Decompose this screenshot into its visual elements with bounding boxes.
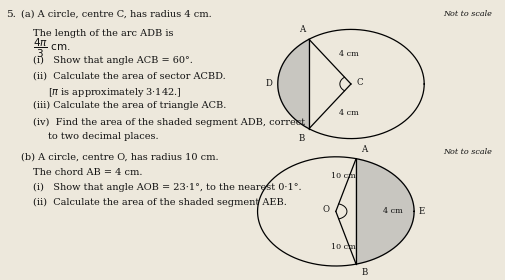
Polygon shape [356, 159, 414, 264]
Text: Not to scale: Not to scale [443, 148, 492, 157]
Text: (iii) Calculate the area of triangle ACB.: (iii) Calculate the area of triangle ACB… [33, 101, 226, 111]
Text: (ii)  Calculate the area of sector ACBD.: (ii) Calculate the area of sector ACBD. [33, 71, 226, 80]
Text: D: D [266, 80, 273, 88]
Text: (a) A circle, centre C, has radius 4 cm.: (a) A circle, centre C, has radius 4 cm. [21, 10, 212, 19]
Text: 4 cm: 4 cm [383, 207, 402, 215]
Text: (i)   Show that angle AOB = 23·1°, to the nearest 0·1°.: (i) Show that angle AOB = 23·1°, to the … [33, 183, 301, 192]
Text: C: C [356, 78, 363, 87]
Text: A: A [298, 25, 305, 34]
Text: (iv)  Find the area of the shaded segment ADB, correct: (iv) Find the area of the shaded segment… [33, 118, 305, 127]
Text: 4 cm: 4 cm [339, 109, 359, 116]
Text: 10 cm: 10 cm [331, 243, 356, 251]
Text: A: A [361, 146, 367, 155]
Text: The chord AB = 4 cm.: The chord AB = 4 cm. [33, 168, 142, 177]
Text: (i)   Show that angle ACB = 60°.: (i) Show that angle ACB = 60°. [33, 56, 193, 65]
Text: to two decimal places.: to two decimal places. [48, 132, 159, 141]
Text: The length of the arc ADB is: The length of the arc ADB is [33, 29, 173, 38]
Text: [$\pi$ is approximately 3·142.]: [$\pi$ is approximately 3·142.] [48, 86, 181, 99]
Text: (b) A circle, centre O, has radius 10 cm.: (b) A circle, centre O, has radius 10 cm… [21, 153, 219, 162]
Text: B: B [361, 268, 367, 277]
Polygon shape [278, 39, 309, 129]
Text: B: B [298, 134, 305, 143]
Text: (ii)  Calculate the area of the shaded segment AEB.: (ii) Calculate the area of the shaded se… [33, 198, 287, 207]
Text: 5.: 5. [6, 10, 16, 19]
Text: E: E [418, 207, 424, 216]
Text: $\dfrac{4\pi}{3}$ cm.: $\dfrac{4\pi}{3}$ cm. [33, 36, 70, 60]
Text: 10 cm: 10 cm [331, 172, 356, 180]
Text: O: O [323, 206, 330, 214]
Text: Not to scale: Not to scale [443, 10, 492, 18]
Text: 4 cm: 4 cm [339, 50, 359, 58]
